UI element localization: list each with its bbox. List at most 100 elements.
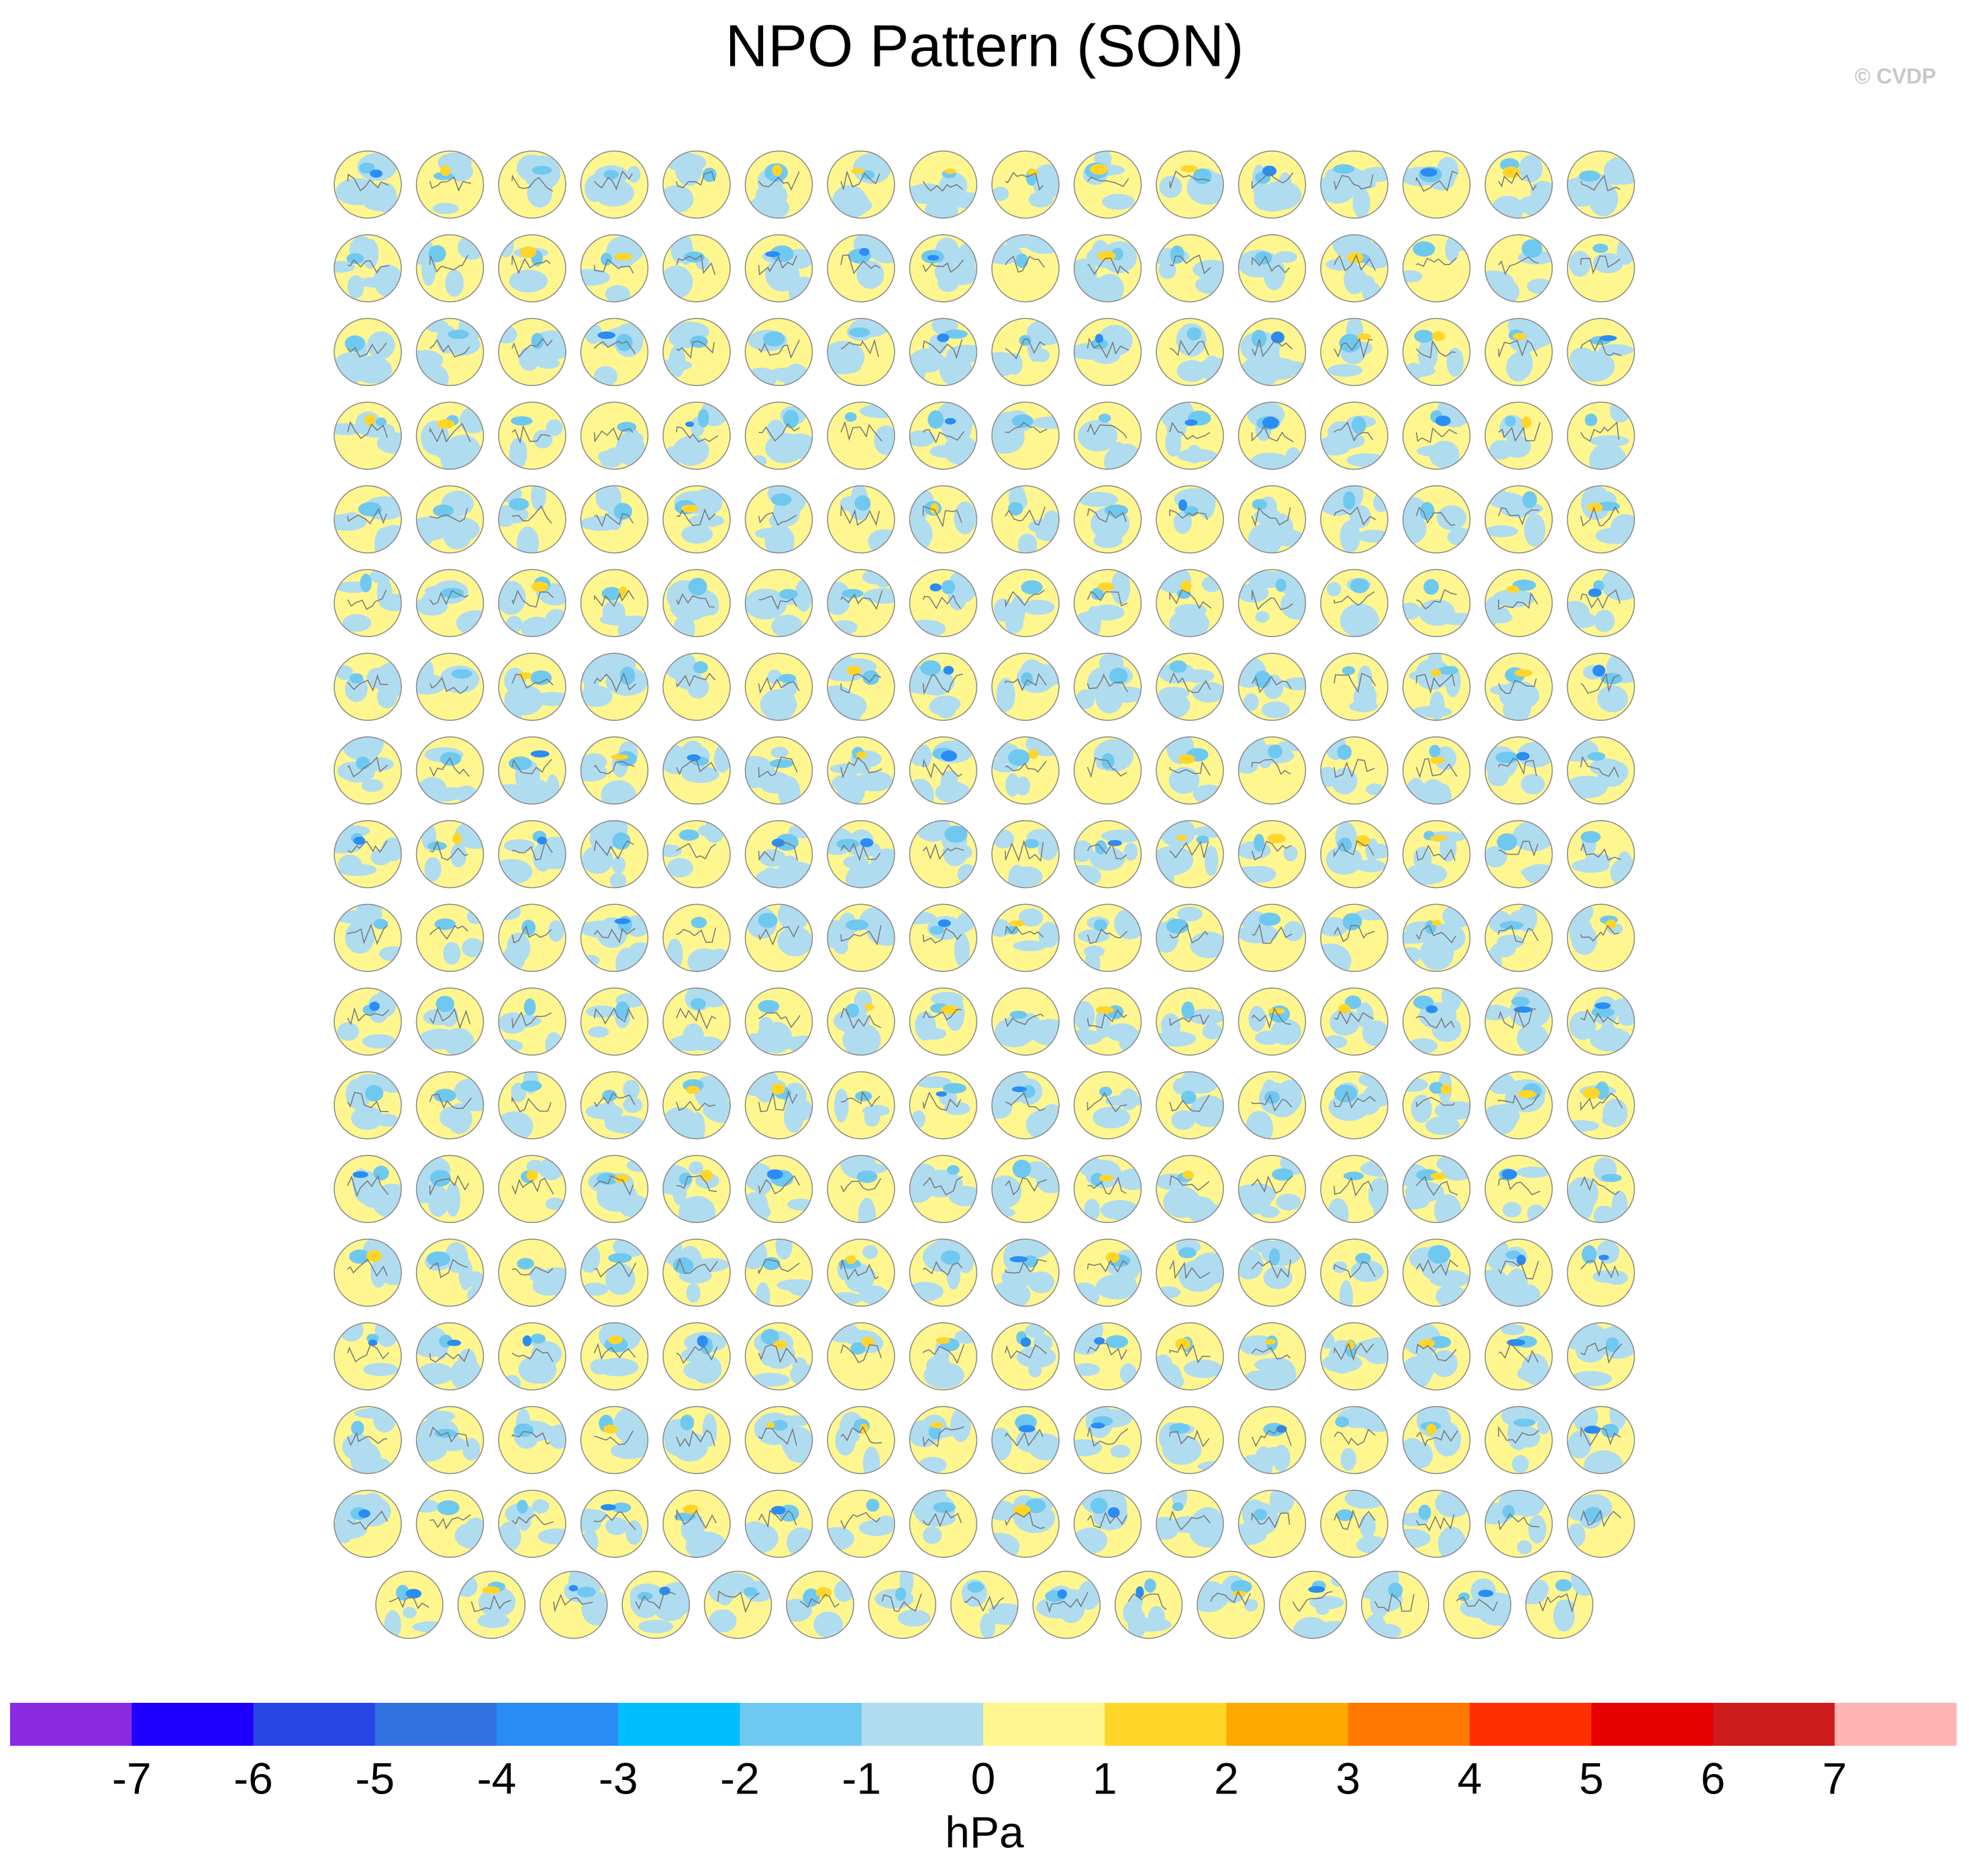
map-field <box>1403 988 1470 1055</box>
coastline <box>593 340 636 354</box>
map-blob <box>341 181 362 197</box>
map-panel <box>1238 1071 1307 1140</box>
coastline <box>1374 1593 1415 1612</box>
map-outline <box>1402 736 1471 805</box>
map-blob <box>782 409 799 429</box>
map-blob <box>610 1442 648 1459</box>
map-outline <box>827 485 895 554</box>
map-panel <box>415 234 485 303</box>
map-panel <box>909 1405 978 1475</box>
map-field <box>1238 1406 1306 1474</box>
map-blob <box>923 1526 942 1544</box>
map-blob <box>1485 1005 1511 1021</box>
map-panel <box>1566 820 1635 889</box>
map-blob <box>448 161 473 182</box>
map-blob <box>1521 774 1546 795</box>
map-panel <box>1566 317 1635 387</box>
map-blob <box>1485 1269 1509 1294</box>
color-box <box>132 1703 254 1746</box>
map-field <box>992 402 1059 470</box>
map-blob <box>1356 1536 1388 1554</box>
coastline <box>1415 1175 1458 1196</box>
map-blob <box>346 253 364 264</box>
map-field <box>663 988 730 1055</box>
map-blob <box>1144 1578 1156 1593</box>
map-outline <box>1320 401 1389 470</box>
map-blob <box>663 265 693 299</box>
coastline <box>1580 175 1621 192</box>
colorbar-tick-label: -6 <box>234 1753 273 1803</box>
map-blob <box>1476 1592 1511 1626</box>
map-outline <box>1566 1489 1635 1558</box>
map-blob <box>334 423 364 436</box>
map-panel <box>1484 234 1553 303</box>
map-outline <box>1402 234 1471 303</box>
map-blob <box>663 844 682 858</box>
map-blob <box>927 410 944 429</box>
map-blob <box>933 1501 956 1513</box>
map-outline <box>991 903 1060 973</box>
map-field <box>1403 569 1470 637</box>
coastline <box>922 843 964 860</box>
map-blob <box>1019 335 1031 346</box>
map-blob <box>944 1101 970 1116</box>
coastline <box>1252 1175 1293 1194</box>
coastline <box>511 673 554 689</box>
map-outline <box>744 401 813 470</box>
map-panel <box>498 987 566 1056</box>
map-panel <box>909 1238 978 1307</box>
map-blob <box>340 1494 381 1512</box>
map-outline <box>909 903 978 973</box>
map-outline <box>1402 1322 1471 1391</box>
map-panel <box>1238 903 1307 973</box>
map-blob <box>1327 364 1363 377</box>
map-blob <box>1013 1504 1031 1516</box>
map-blob <box>1245 1110 1274 1139</box>
map-field <box>499 318 566 386</box>
map-blob <box>1095 1274 1138 1300</box>
map-blob <box>580 268 610 286</box>
map-panel <box>1320 1322 1389 1391</box>
map-outline <box>1484 317 1553 387</box>
map-blob <box>663 185 694 213</box>
coastline <box>1333 1177 1374 1197</box>
map-panel <box>1402 1405 1471 1475</box>
coastline <box>1333 673 1376 693</box>
map-panel <box>415 820 485 889</box>
map-outline <box>334 1405 402 1475</box>
map-blob <box>1521 416 1532 429</box>
map-blob <box>1090 164 1108 175</box>
map-blob <box>1431 331 1446 342</box>
map-blob <box>466 1518 484 1538</box>
map-panel <box>827 1405 895 1475</box>
map-blob <box>1505 415 1516 427</box>
map-panel <box>1238 736 1307 805</box>
map-outline <box>991 820 1060 889</box>
colorbar-tick-label: -4 <box>477 1753 517 1803</box>
map-panel <box>498 485 566 554</box>
map-blob <box>1352 187 1370 218</box>
map-outline <box>1566 1238 1635 1307</box>
map-field <box>416 1406 484 1474</box>
map-outline <box>1073 903 1142 973</box>
map-field <box>416 736 484 804</box>
map-blob <box>1584 1450 1623 1474</box>
map-blob <box>1349 700 1378 712</box>
map-outline <box>1566 150 1635 219</box>
map-blob <box>1513 333 1527 340</box>
map-field <box>499 1239 566 1307</box>
coastline <box>1580 338 1622 356</box>
map-blob <box>1609 402 1631 423</box>
map-panel <box>1238 150 1307 219</box>
map-blob <box>1111 571 1131 605</box>
map-blob <box>1099 1087 1113 1097</box>
map-field <box>334 1406 401 1474</box>
map-blob <box>614 252 632 261</box>
map-blob <box>351 1105 384 1130</box>
colorbar-label: hPa <box>945 1807 1024 1857</box>
map-blob <box>462 938 484 958</box>
map-blob <box>750 1373 790 1387</box>
map-panel <box>1566 1322 1635 1391</box>
map-panel <box>1156 317 1224 387</box>
map-blob <box>1105 1335 1129 1348</box>
